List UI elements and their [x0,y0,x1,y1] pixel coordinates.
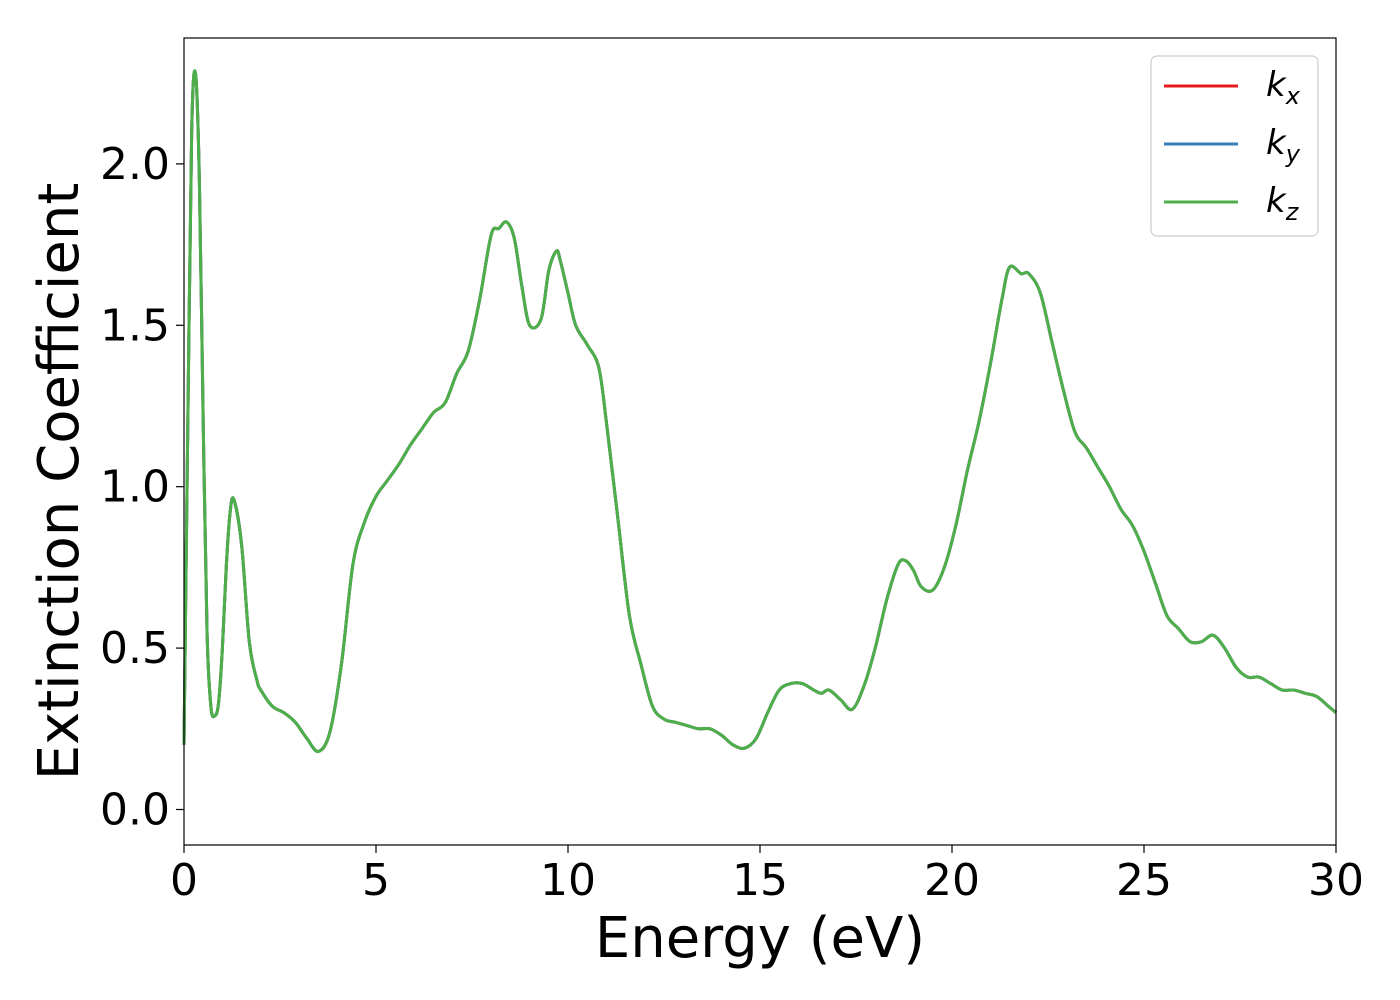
y-tick-label: 2.0 [100,139,170,190]
legend-label-ky: ky [1266,123,1301,168]
x-tick-label: 30 [1308,855,1364,906]
y-tick-label: 1.5 [100,300,170,351]
x-tick-label: 0 [170,855,198,906]
y-tick-label: 1.0 [100,462,170,513]
y-tick-label: 0.0 [100,784,170,835]
legend-box [1150,55,1319,237]
x-tick-label: 5 [362,855,390,906]
y-tick-label: 0.5 [100,623,170,674]
y-axis-ticks: 0.0 0.5 1.0 1.5 2.0 [100,139,184,835]
series-layer [182,69,1337,753]
x-axis-title: Energy (eV) [595,906,925,971]
x-tick-label: 15 [732,855,788,906]
legend: kx ky kz [1150,55,1319,237]
x-tick-label: 10 [540,855,596,906]
legend-label-kz: kz [1266,181,1300,226]
x-tick-label: 20 [924,855,980,906]
x-axis-ticks: 0 5 10 15 20 25 30 [170,845,1364,906]
series-line-kz [182,69,1337,753]
legend-label-kx: kx [1266,65,1301,110]
y-axis-title: Extinction Coefficient [27,183,92,781]
x-tick-label: 25 [1116,855,1172,906]
